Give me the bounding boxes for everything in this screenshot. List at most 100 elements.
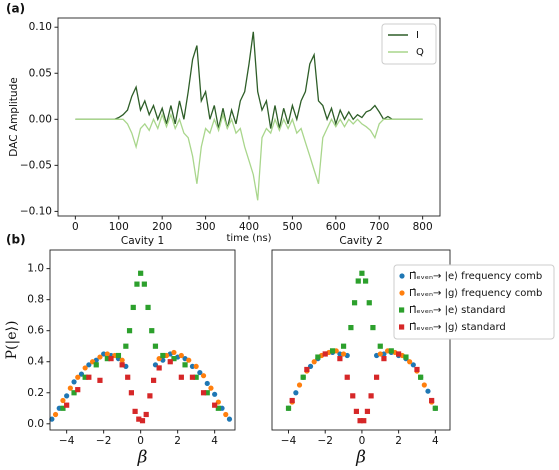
- point: [64, 402, 70, 408]
- point: [429, 397, 435, 404]
- plot-area: [285, 270, 438, 424]
- y-tick-label: −0.10: [20, 205, 52, 217]
- point: [149, 328, 155, 334]
- x-tick-label: −2: [96, 435, 111, 447]
- point: [75, 387, 81, 393]
- point: [322, 351, 328, 357]
- point: [101, 351, 107, 357]
- point: [353, 408, 360, 414]
- point: [115, 352, 122, 359]
- point: [304, 366, 310, 373]
- point: [82, 374, 88, 380]
- point: [119, 362, 125, 368]
- x-tick-label: −2: [317, 435, 332, 447]
- point: [414, 366, 420, 373]
- x-tick-label: 2: [395, 435, 402, 447]
- legend-swatch: [399, 273, 405, 279]
- point: [134, 281, 140, 287]
- point: [432, 405, 438, 411]
- point: [410, 362, 416, 368]
- point: [60, 397, 66, 404]
- point: [289, 397, 295, 404]
- point: [348, 324, 354, 331]
- y-tick-label: 0.4: [27, 356, 44, 368]
- point: [364, 408, 371, 414]
- axes-frame: [49, 249, 236, 431]
- point: [396, 351, 402, 357]
- point: [49, 416, 55, 422]
- point: [143, 411, 149, 418]
- y-tick-label: −0.05: [20, 159, 52, 171]
- x-tick-label: 700: [369, 221, 389, 233]
- y-tick-label: 0.05: [29, 67, 52, 79]
- y-tick-label: 0.0: [27, 418, 44, 430]
- legend-label: Π̂ₑᵥₑₙ→ |e⟩ standard: [409, 304, 506, 316]
- point: [151, 377, 157, 383]
- point: [97, 377, 103, 383]
- point: [340, 343, 347, 349]
- point: [119, 357, 125, 363]
- point: [156, 365, 162, 371]
- x-tick-label: −4: [281, 435, 297, 447]
- point: [71, 379, 77, 385]
- point: [52, 411, 59, 418]
- legend-label: Q: [416, 47, 424, 58]
- x-tick-label: 500: [282, 221, 302, 233]
- series-line: [75, 31, 423, 129]
- point: [344, 374, 350, 380]
- y-axis-label: P(|e⟩): [4, 321, 20, 360]
- point: [329, 348, 336, 354]
- y-tick-label: 1.0: [27, 263, 44, 275]
- x-axis-label: time (ns): [226, 233, 271, 244]
- x-tick-label: 400: [239, 221, 259, 233]
- point: [108, 356, 114, 362]
- point: [189, 363, 196, 369]
- point: [212, 391, 218, 397]
- point: [152, 343, 159, 349]
- y-tick-label: 0.6: [27, 325, 44, 337]
- point: [370, 324, 376, 331]
- y-tick-label: 0.8: [27, 294, 44, 306]
- point: [123, 343, 129, 349]
- legend-label: Π̂ₑᵥₑₙ→ |e⟩ frequency comb: [409, 270, 542, 282]
- y-axis-label: DAC Amplitude: [8, 77, 20, 156]
- point: [300, 374, 306, 380]
- x-axis-label: β: [137, 448, 148, 468]
- point: [212, 402, 218, 408]
- point: [366, 300, 372, 306]
- axes-frame: [57, 17, 441, 217]
- point: [200, 390, 207, 396]
- point: [357, 418, 363, 424]
- point: [377, 343, 383, 349]
- point: [418, 374, 424, 380]
- x-tick-label: 100: [109, 221, 129, 233]
- point: [223, 411, 229, 418]
- point: [359, 270, 365, 276]
- x-tick-label: 0: [359, 435, 366, 447]
- legend-label: Π̂ₑᵥₑₙ→ |g⟩ standard: [409, 321, 506, 333]
- point: [71, 390, 77, 396]
- x-tick-label: 2: [174, 435, 181, 447]
- point: [167, 359, 173, 365]
- x-tick-label: 600: [326, 221, 346, 233]
- point: [171, 356, 177, 362]
- point: [421, 382, 427, 388]
- legend-swatch: [399, 290, 405, 296]
- point: [350, 393, 356, 399]
- point: [355, 278, 361, 284]
- x-axis-label: β: [355, 448, 366, 468]
- point: [126, 328, 133, 334]
- point: [377, 351, 383, 357]
- point: [381, 356, 387, 362]
- point: [132, 408, 138, 414]
- point: [86, 374, 92, 380]
- legend-swatch: [399, 324, 405, 330]
- point: [160, 352, 166, 359]
- point: [125, 374, 131, 380]
- point: [64, 393, 70, 399]
- plot-area: [49, 270, 233, 424]
- point: [388, 348, 394, 354]
- y-tick-label: 0.10: [29, 21, 52, 33]
- subplot-title: Cavity 1: [121, 235, 164, 247]
